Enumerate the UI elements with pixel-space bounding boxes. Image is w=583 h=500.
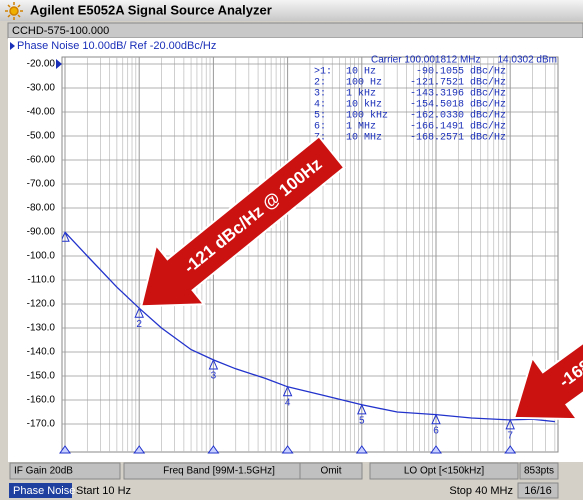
axis-marker — [430, 445, 442, 454]
marker-triangle — [505, 418, 515, 430]
y-tick-label: -170.0 — [27, 419, 56, 430]
axis-marker — [504, 445, 517, 454]
axis-marker — [207, 445, 220, 454]
stop-label: Stop 40 MHz — [449, 485, 513, 497]
channel-label: CCHD-575-100.000 — [12, 25, 109, 37]
y-tick-label: -90.00 — [27, 227, 56, 238]
status-cell — [519, 462, 559, 480]
carrier-power: 14.0302 dBm — [498, 55, 558, 66]
page-box — [517, 482, 559, 499]
marker-table-cell: dBc/Hz — [470, 88, 506, 100]
marker-table-cell: -121.7521 — [410, 78, 464, 89]
y-tick-label: -100.0 — [27, 251, 56, 262]
window-title: Agilent E5052A Signal Source Analyzer — [30, 2, 272, 17]
marker-label: 6 — [433, 425, 439, 436]
marker-triangle — [208, 358, 219, 370]
status-text: IF Gain 20dB — [14, 466, 73, 477]
app-icon — [5, 2, 23, 20]
trace-indicator — [10, 42, 15, 50]
marker-label: 3 — [211, 371, 217, 382]
trace — [64, 231, 555, 423]
axis-marker — [281, 445, 294, 454]
y-tick-label: -120.0 — [27, 299, 56, 310]
status-text: Omit — [320, 466, 341, 477]
marker-table-cell: dBc/Hz — [470, 77, 506, 89]
marker-table-cell: 10 Hz — [346, 67, 376, 78]
title-bar — [0, 0, 583, 21]
status-text: 853pts — [524, 466, 554, 477]
y-tick-label: -20.00 — [27, 59, 56, 70]
marker-table-cell: 1 kHz — [346, 88, 376, 100]
marker-triangle — [62, 231, 70, 242]
marker-table-cell: 4: — [314, 100, 326, 111]
y-tick-label: -110.0 — [27, 275, 55, 286]
marker-table-cell: -166.1491 — [410, 122, 464, 133]
arrow-shape — [139, 135, 346, 308]
y-tick-label: -70.00 — [27, 179, 56, 190]
y-tick-label: -80.00 — [27, 203, 56, 214]
status-bar: IF Gain 20dB Freq Band [99M-1.5GHz] Omit LO… — [8, 462, 583, 480]
mode-button[interactable] — [9, 483, 72, 498]
marker-table-cell: -154.5018 — [410, 100, 464, 111]
y-tick-label: -160.0 — [27, 395, 56, 406]
status-cell — [369, 462, 519, 480]
marker-triangle — [431, 413, 441, 425]
y-tick-label: -150.0 — [27, 371, 56, 382]
marker-table-cell: 10 MHz — [346, 133, 382, 144]
marker-label: 7 — [507, 430, 513, 441]
marker-label: 2 — [136, 319, 142, 330]
marker-table-cell: -162.0330 — [410, 111, 464, 122]
marker-table-cell: dBc/Hz — [470, 121, 506, 133]
marker-triangle — [357, 403, 367, 415]
y-tick-label: -130.0 — [27, 323, 56, 334]
marker-triangle — [282, 385, 293, 397]
plot — [62, 57, 558, 452]
axis-marker — [59, 445, 71, 454]
marker-table-cell: dBc/Hz — [470, 132, 506, 144]
marker-table-cell: dBc/Hz — [470, 110, 506, 122]
marker-table-cell: -168.2571 — [410, 133, 464, 144]
y-tick-label: -60.00 — [27, 155, 56, 166]
y-tick-label: -140.0 — [27, 347, 56, 358]
marker-table-cell: 10 kHz — [346, 99, 382, 111]
marker-table-cell: -90.1055 — [416, 67, 464, 78]
marker-table-cell: dBc/Hz — [470, 99, 506, 111]
y-tick-label: -40.00 — [27, 107, 56, 118]
marker-table-cell: 2: — [314, 78, 326, 89]
ref-indicator — [56, 59, 62, 69]
marker-label: 5 — [359, 416, 365, 427]
marker-triangle — [134, 306, 144, 318]
arrow-shape — [512, 306, 583, 421]
page-label: 16/16 — [524, 485, 552, 497]
status-cell — [299, 462, 363, 480]
status-text: LO Opt [<150kHz] — [404, 466, 485, 477]
marker-table-cell: 6: — [314, 122, 326, 133]
y-tick-label: -50.00 — [27, 131, 56, 142]
marker-table-cell: 5: — [314, 111, 326, 122]
start-label: Start 10 Hz — [76, 485, 131, 497]
footer-bar — [0, 481, 583, 500]
axis-marker — [133, 445, 146, 454]
axis-marker — [355, 445, 368, 454]
marker-table-cell: 1 MHz — [346, 122, 376, 133]
status-cell — [9, 462, 121, 480]
marker-table-cell: 100 kHz — [346, 110, 388, 122]
marker-table-cell: 100 Hz — [346, 78, 382, 89]
marker-table-cell: dBc/Hz — [470, 66, 506, 78]
carrier-label: Carrier 100.001812 MHz — [371, 55, 481, 66]
y-tick-label: -30.00 — [27, 83, 56, 94]
marker-table-cell: 3: — [314, 89, 326, 100]
trace-header: Phase Noise 10.00dB/ Ref -20.00dBc/Hz — [17, 40, 216, 52]
status-text: Freq Band [99M-1.5GHz] — [163, 466, 275, 477]
marker-table-cell: -143.3196 — [410, 89, 464, 100]
mode-label[interactable]: Phase Noise — [13, 485, 75, 497]
marker-table-cell: >1: — [314, 67, 332, 78]
marker-label: 4 — [285, 397, 291, 408]
